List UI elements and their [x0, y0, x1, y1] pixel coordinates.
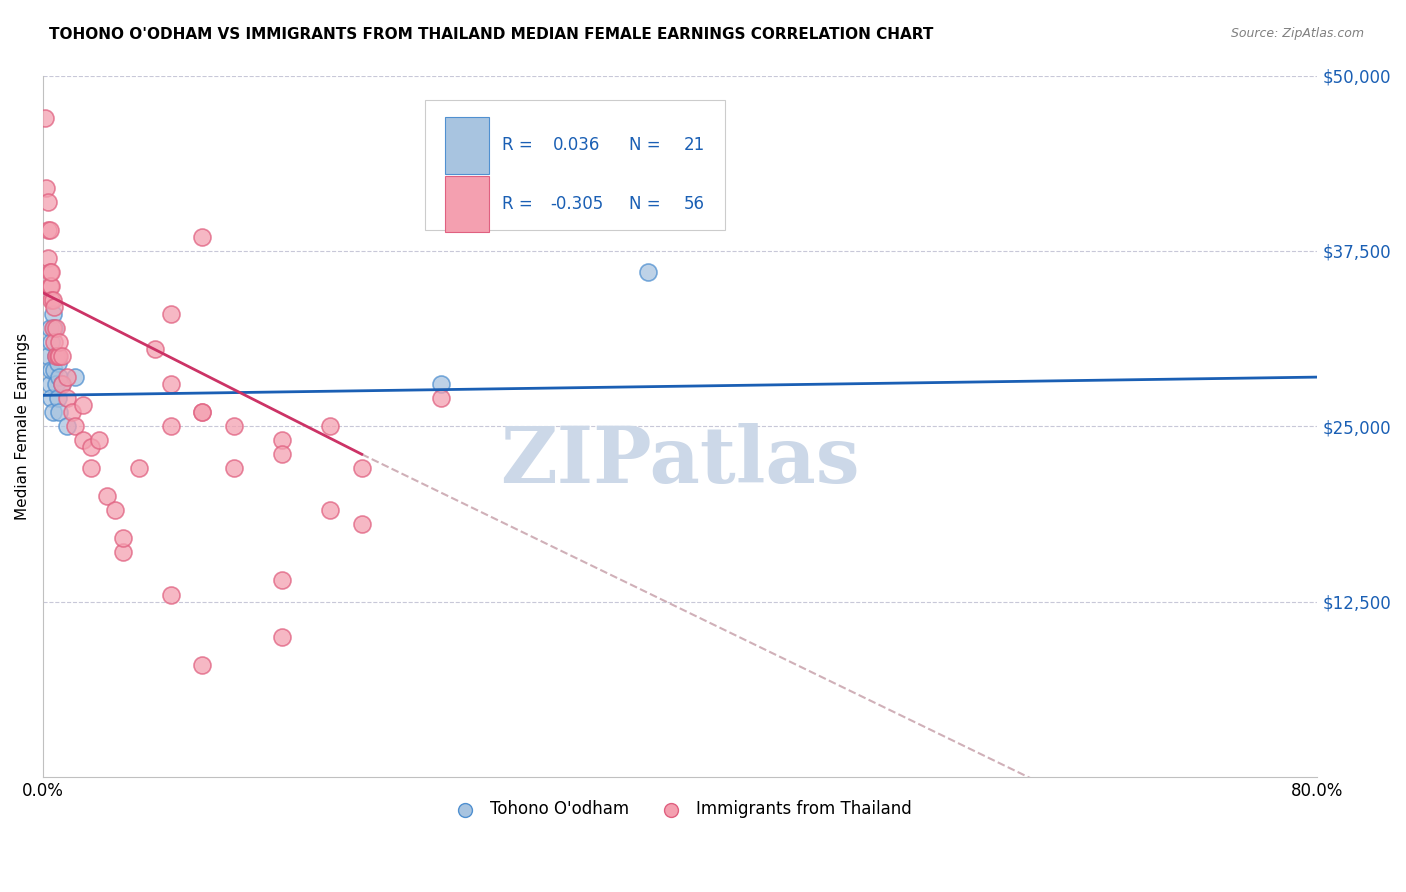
Point [46, 391, 69, 405]
Y-axis label: Median Female Earnings: Median Female Earnings [15, 333, 30, 520]
Point [44, 334, 66, 349]
Point [430, 377, 453, 392]
Point [45, 349, 67, 363]
Point [319, 503, 342, 517]
Point [38, 265, 60, 279]
Point [46, 356, 69, 370]
Point [80, 440, 103, 454]
Point [42, 321, 65, 335]
Point [42, 293, 65, 307]
Point [34, 111, 56, 125]
Point [48, 370, 70, 384]
Point [39, 279, 62, 293]
Point [159, 419, 181, 434]
Point [350, 461, 373, 475]
Bar [444, 118, 489, 174]
Point [159, 587, 181, 601]
Point [191, 405, 214, 419]
Point [39, 391, 62, 405]
Bar [426, 100, 725, 230]
Legend: Tohono O'odham, Immigrants from Thailand: Tohono O'odham, Immigrants from Thailand [441, 793, 918, 824]
Point [44, 321, 66, 335]
Point [128, 461, 150, 475]
Point [271, 434, 294, 448]
Point [271, 630, 294, 644]
Point [637, 265, 659, 279]
Point [72, 434, 94, 448]
Point [48, 405, 70, 419]
Point [44, 363, 66, 377]
Text: Source: ZipAtlas.com: Source: ZipAtlas.com [1230, 27, 1364, 40]
Point [37, 251, 59, 265]
Point [37, 349, 59, 363]
Point [48, 349, 70, 363]
Text: ZIPatlas: ZIPatlas [501, 424, 860, 500]
Text: N =: N = [630, 194, 661, 213]
Point [96, 489, 118, 503]
Point [191, 405, 214, 419]
Point [37, 223, 59, 237]
Point [38, 223, 60, 237]
Point [63, 370, 86, 384]
Point [191, 230, 214, 244]
Point [38, 279, 60, 293]
Point [45, 349, 67, 363]
Text: N =: N = [630, 136, 661, 154]
Point [44, 300, 66, 314]
Point [39, 363, 62, 377]
Text: R =: R = [502, 136, 533, 154]
Text: 0.036: 0.036 [553, 136, 600, 154]
Point [56, 370, 79, 384]
Point [51, 349, 73, 363]
Point [56, 391, 79, 405]
Bar [444, 176, 489, 232]
Point [63, 419, 86, 434]
Point [191, 657, 214, 672]
Point [39, 334, 62, 349]
Point [80, 461, 103, 475]
Point [60, 405, 83, 419]
Point [56, 419, 79, 434]
Text: 56: 56 [685, 194, 706, 213]
Point [42, 405, 65, 419]
Point [104, 503, 127, 517]
Point [39, 265, 62, 279]
Point [111, 545, 134, 559]
Point [48, 334, 70, 349]
Point [51, 377, 73, 392]
Text: TOHONO O'ODHAM VS IMMIGRANTS FROM THAILAND MEDIAN FEMALE EARNINGS CORRELATION CH: TOHONO O'ODHAM VS IMMIGRANTS FROM THAILA… [49, 27, 934, 42]
Point [51, 377, 73, 392]
Point [45, 321, 67, 335]
Point [111, 532, 134, 546]
Point [46, 349, 69, 363]
Point [224, 419, 246, 434]
Point [37, 194, 59, 209]
Point [350, 517, 373, 532]
Text: R =: R = [502, 194, 533, 213]
Point [39, 293, 62, 307]
Point [45, 377, 67, 392]
Point [271, 447, 294, 461]
Point [38, 377, 60, 392]
Point [430, 391, 453, 405]
Point [143, 342, 166, 356]
Point [159, 307, 181, 321]
Point [87, 434, 110, 448]
Point [35, 180, 58, 194]
Point [72, 398, 94, 412]
Point [42, 307, 65, 321]
Text: -0.305: -0.305 [550, 194, 603, 213]
Point [159, 377, 181, 392]
Point [271, 574, 294, 588]
Point [224, 461, 246, 475]
Text: 21: 21 [685, 136, 706, 154]
Point [38, 321, 60, 335]
Point [319, 419, 342, 434]
